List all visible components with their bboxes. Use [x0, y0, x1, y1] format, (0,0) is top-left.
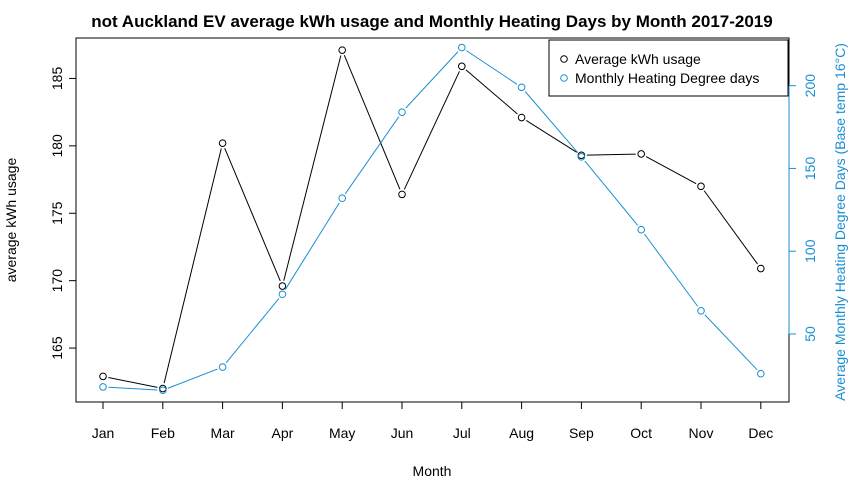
x-tick-label: Apr — [272, 425, 294, 441]
x-tick-label: Jun — [391, 425, 414, 441]
data-point — [278, 290, 287, 299]
series-line-segment — [344, 116, 400, 195]
series-line-segment — [465, 69, 518, 115]
series-line-segment — [525, 120, 578, 153]
x-tick-label: Dec — [748, 425, 773, 441]
data-point — [99, 383, 107, 391]
series-line-segment — [284, 202, 340, 290]
series-line-segment — [403, 71, 460, 190]
data-point — [637, 225, 646, 234]
series-line-segment — [466, 50, 518, 85]
data-point — [697, 182, 705, 191]
x-tick-label: Sep — [569, 425, 594, 441]
data-point — [697, 306, 705, 315]
data-point — [398, 190, 406, 199]
left-tick-label: 185 — [49, 67, 65, 91]
series-line-segment — [225, 298, 280, 364]
chart-title: not Auckland EV average kWh usage and Mo… — [91, 12, 772, 31]
x-tick-label: Mar — [211, 425, 235, 441]
legend-label-kwh: Average kWh usage — [575, 51, 701, 67]
left-tick-label: 170 — [49, 269, 65, 293]
data-point — [338, 194, 347, 203]
series-line-segment — [343, 55, 401, 190]
series-line-segment — [108, 386, 158, 391]
left-y-axis-label: average kWh usage — [3, 158, 19, 283]
left-y-axis: 165 170 175 180 185 — [49, 67, 77, 360]
series-line-segment — [586, 153, 636, 156]
x-tick-label: Jul — [453, 425, 471, 441]
legend-marker-hdd — [560, 74, 568, 82]
data-point — [517, 83, 526, 92]
x-tick-label: Jan — [92, 425, 115, 441]
data-point — [218, 139, 227, 147]
x-tick-label: May — [329, 425, 355, 441]
data-point — [99, 372, 107, 381]
data-point — [278, 282, 287, 290]
right-tick-label: 150 — [802, 157, 818, 181]
left-tick-label: 180 — [49, 134, 65, 158]
x-tick-label: Oct — [630, 425, 652, 441]
series-layer — [99, 43, 765, 395]
series-line-segment — [405, 51, 459, 109]
data-point — [458, 62, 466, 71]
data-point — [517, 113, 526, 122]
right-y-axis: 50 100 150 200 — [788, 74, 818, 342]
series-line-segment — [163, 148, 222, 384]
legend-box — [548, 39, 789, 97]
series-line-segment — [584, 160, 639, 226]
legend-label-hdd: Monthly Heating Degree days — [575, 70, 759, 86]
right-y-axis-label: Average Monthly Heating Degree Days (Bas… — [832, 43, 848, 401]
series-line-segment — [167, 368, 218, 389]
series-line-segment — [703, 190, 758, 265]
x-axis: Jan Feb Mar Apr May Jun Jul Aug Sep Oct Nov Dec — [92, 401, 773, 441]
data-point — [398, 108, 406, 116]
data-point — [338, 46, 347, 54]
x-axis-label: Month — [413, 463, 452, 479]
x-tick-label: Nov — [689, 425, 714, 441]
right-tick-label: 50 — [802, 326, 818, 342]
series-line-segment — [645, 156, 697, 185]
data-point — [159, 386, 167, 395]
left-tick-label: 165 — [49, 336, 65, 360]
data-point — [757, 369, 765, 378]
data-point — [577, 151, 586, 160]
legend-marker-kwh — [560, 55, 568, 63]
x-tick-label: Aug — [509, 425, 534, 441]
data-point — [577, 153, 586, 161]
data-point — [637, 150, 646, 158]
series-line-segment — [283, 55, 342, 281]
series-line-segment — [108, 376, 158, 388]
series-line-segment — [644, 233, 699, 307]
data-point — [218, 363, 227, 371]
series-line-segment — [524, 91, 579, 154]
series-kwh — [99, 46, 765, 393]
data-point — [757, 264, 765, 273]
series-line-segment — [224, 148, 281, 282]
series-line-segment — [704, 314, 758, 371]
series-hdd — [99, 43, 765, 395]
right-tick-label: 100 — [802, 239, 818, 263]
x-tick-label: Feb — [151, 425, 175, 441]
legend: Average kWh usage Monthly Heating Degree… — [548, 39, 789, 97]
left-tick-label: 175 — [49, 201, 65, 225]
data-point — [458, 43, 466, 52]
right-tick-label: 200 — [802, 74, 818, 98]
